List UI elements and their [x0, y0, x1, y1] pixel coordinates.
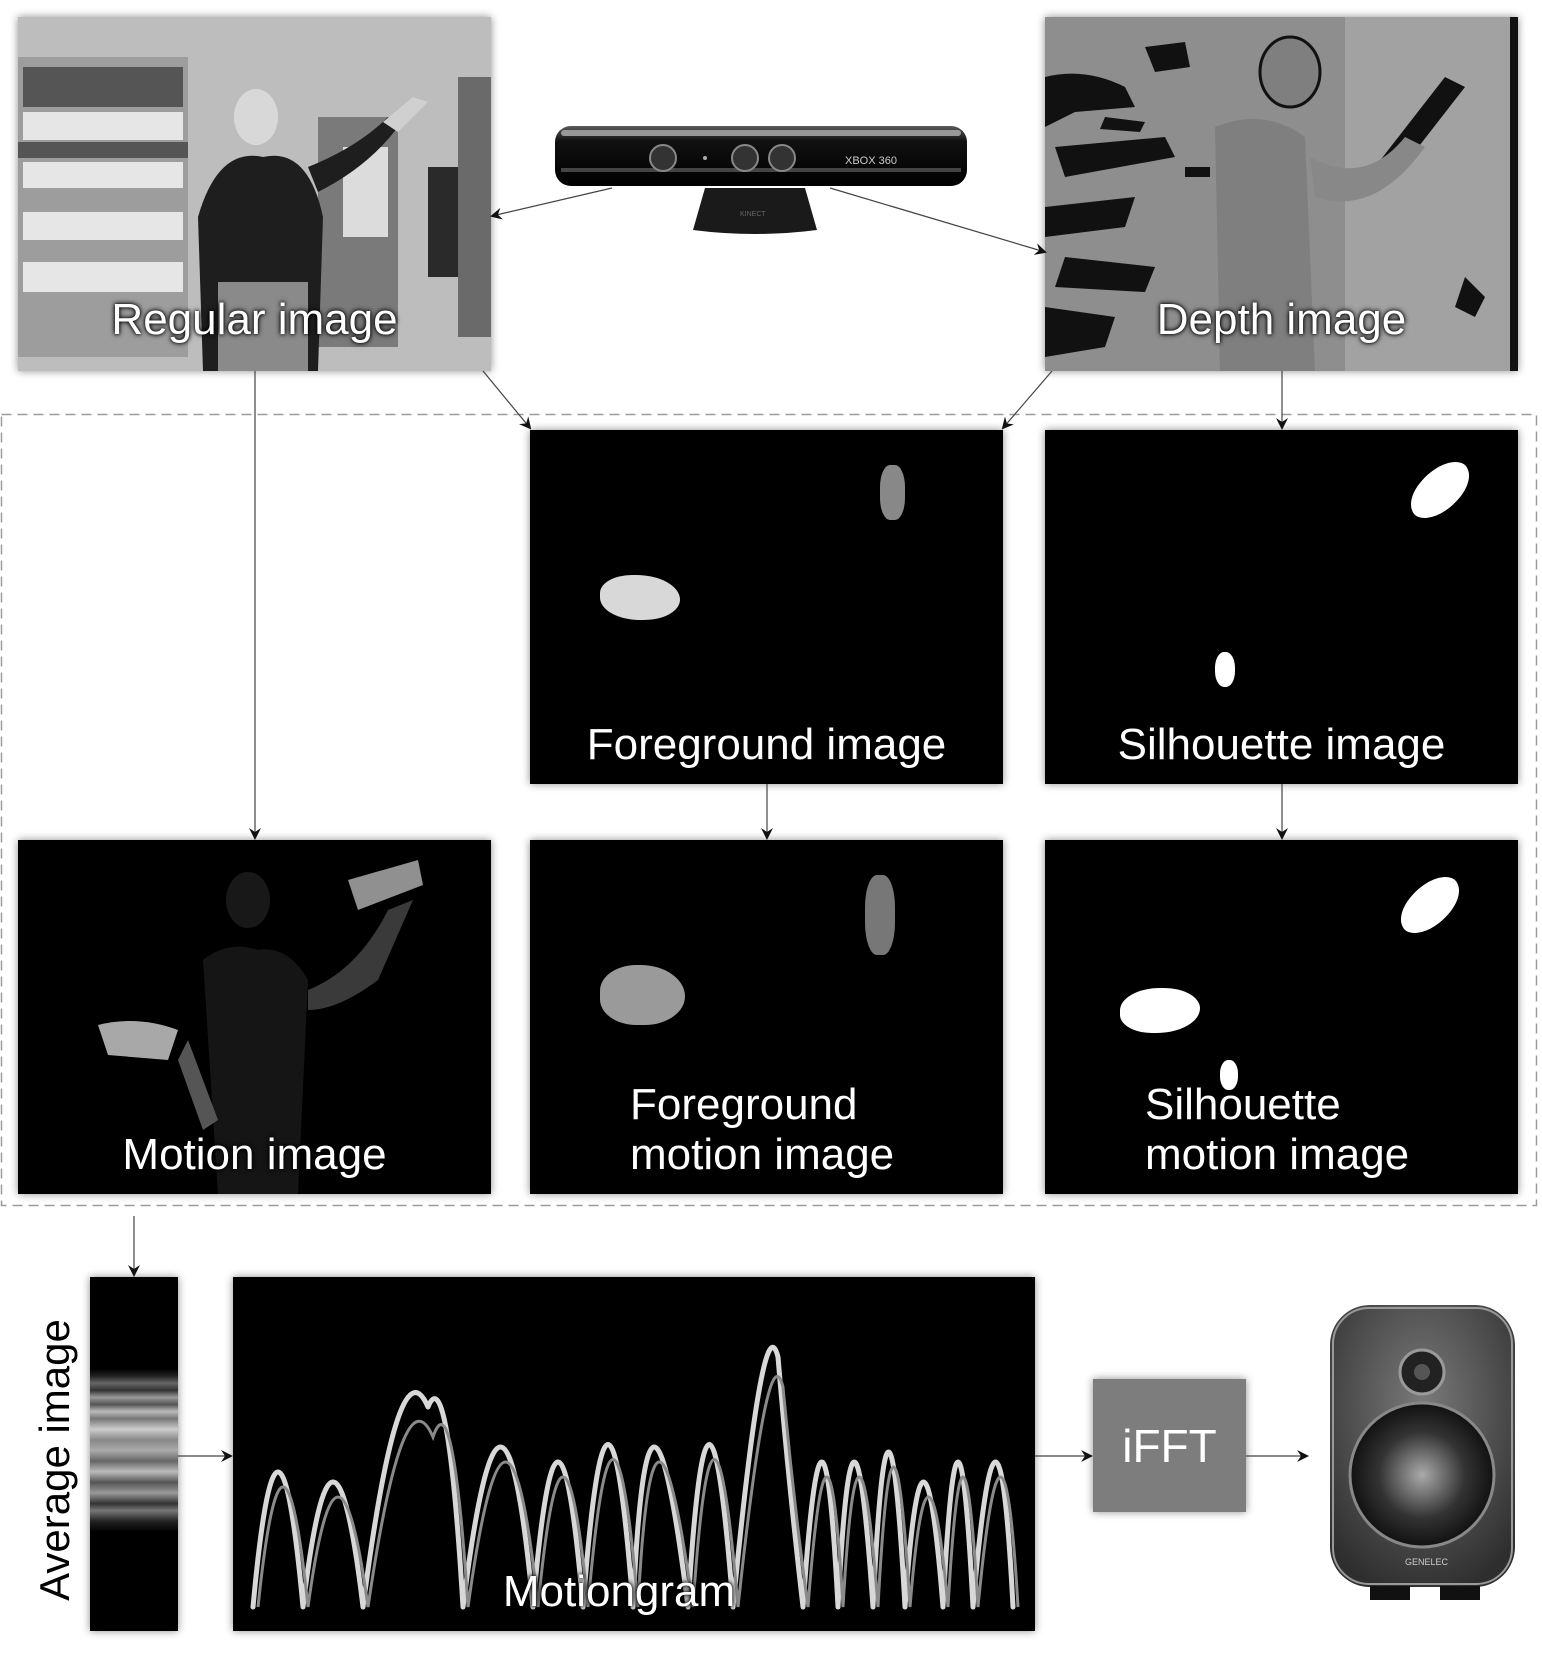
depth-image-label: Depth image	[1156, 295, 1407, 344]
regular-image-label: Regular image	[111, 295, 398, 344]
silhouette-motion-small-blob	[1220, 1060, 1238, 1090]
ifft-box: iFFT	[1093, 1379, 1246, 1512]
silhouette-hand-blob	[1399, 453, 1481, 527]
foreground-image-panel: Foreground image	[530, 430, 1003, 784]
depth-image-photo	[1045, 17, 1518, 371]
motiongram-label: Motiongram	[502, 1567, 736, 1616]
average-image-strip	[90, 1277, 178, 1631]
motion-image-photo	[98, 860, 423, 1194]
silhouette-image-label: Silhouette image	[1117, 720, 1446, 769]
foreground-hand-fragment	[880, 465, 905, 520]
silhouette-motion-image-panel: Silhouette motion image	[1045, 840, 1518, 1194]
average-image-label: Average image	[31, 1319, 78, 1601]
foreground-image-label: Foreground image	[586, 720, 947, 769]
motiongram-panel: Motiongram	[233, 1277, 1035, 1631]
motiongram-graphic	[233, 1277, 1035, 1631]
kinect-brand-text: XBOX 360	[845, 155, 897, 167]
foreground-blob	[600, 575, 680, 620]
foreground-motion-label-line1: Foreground	[630, 1080, 858, 1129]
foreground-motion-blob	[600, 965, 685, 1025]
depth-image-panel: Depth image	[1045, 17, 1518, 371]
speaker-brand-text: GENELEC	[1405, 1557, 1449, 1567]
foreground-motion-hand-fragment	[865, 875, 895, 955]
kinect-sensor-graphic: XBOX 360 KINECT	[555, 126, 967, 234]
silhouette-motion-label-line2: motion image	[1145, 1130, 1410, 1179]
regular-image-photo	[18, 17, 491, 371]
foreground-motion-label-line2: motion image	[630, 1130, 895, 1179]
silhouette-image-panel: Silhouette image	[1045, 430, 1518, 784]
kinect-front-text: KINECT	[740, 211, 766, 218]
foreground-motion-image-panel: Foreground motion image	[530, 840, 1003, 1194]
silhouette-small-blob	[1215, 652, 1235, 687]
motion-image-panel: Motion image	[18, 840, 491, 1194]
silhouette-motion-label-line1: Silhouette	[1145, 1080, 1341, 1129]
motion-image-label: Motion image	[122, 1130, 387, 1179]
speaker-graphic: GENELEC	[1330, 1305, 1515, 1600]
speaker: GENELEC	[1325, 1300, 1520, 1605]
silhouette-motion-large-blob	[1120, 988, 1200, 1033]
regular-image-panel: Regular image	[18, 17, 491, 371]
kinect-sensor: XBOX 360 KINECT	[555, 118, 975, 243]
silhouette-motion-hand-blob	[1389, 868, 1471, 942]
average-image-label-box: Average image	[30, 1290, 85, 1630]
